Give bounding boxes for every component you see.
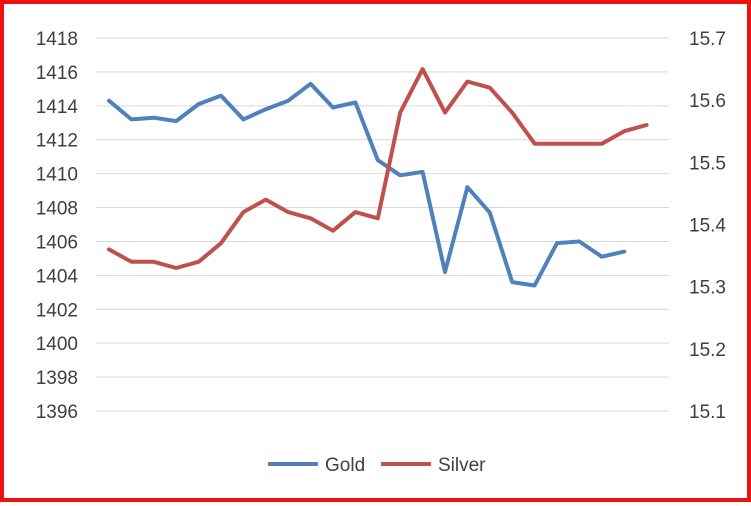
legend-label-silver: Silver <box>438 455 486 476</box>
left-tick-label: 1398 <box>36 368 78 389</box>
series-lines <box>107 67 649 288</box>
right-tick-label: 15.3 <box>689 278 726 299</box>
series-line-silver <box>107 67 649 270</box>
right-tick-label: 15.5 <box>689 153 726 174</box>
right-tick-label: 15.6 <box>689 91 726 112</box>
left-tick-label: 1404 <box>36 266 79 287</box>
legend-label-gold: Gold <box>325 455 365 476</box>
gridlines <box>96 37 669 412</box>
series-line-gold <box>107 81 627 288</box>
right-axis-ticks: 15.7 15.6 15.5 15.4 15.3 15.2 15.1 <box>689 29 726 423</box>
left-tick-label: 1400 <box>36 334 78 355</box>
left-tick-label: 1402 <box>36 300 78 321</box>
left-tick-label: 1414 <box>36 97 79 118</box>
right-tick-label: 15.2 <box>689 340 726 361</box>
left-tick-label: 1396 <box>36 402 78 423</box>
legend: Gold Silver <box>268 455 486 476</box>
gold-silver-line-chart: 1418 1416 1414 1412 1410 1408 1406 1404 1402 1400… <box>36 29 727 476</box>
left-tick-label: 1406 <box>36 232 78 253</box>
left-axis-ticks: 1418 1416 1414 1412 1410 1408 1406 1404 1402 1400… <box>36 29 79 423</box>
left-tick-label: 1418 <box>36 29 78 50</box>
right-tick-label: 15.1 <box>689 402 726 423</box>
right-tick-label: 15.7 <box>689 29 726 50</box>
left-tick-label: 1410 <box>36 165 78 186</box>
left-tick-label: 1408 <box>36 199 78 220</box>
right-tick-label: 15.4 <box>689 216 726 237</box>
left-tick-label: 1416 <box>36 63 78 84</box>
left-tick-label: 1412 <box>36 131 78 152</box>
